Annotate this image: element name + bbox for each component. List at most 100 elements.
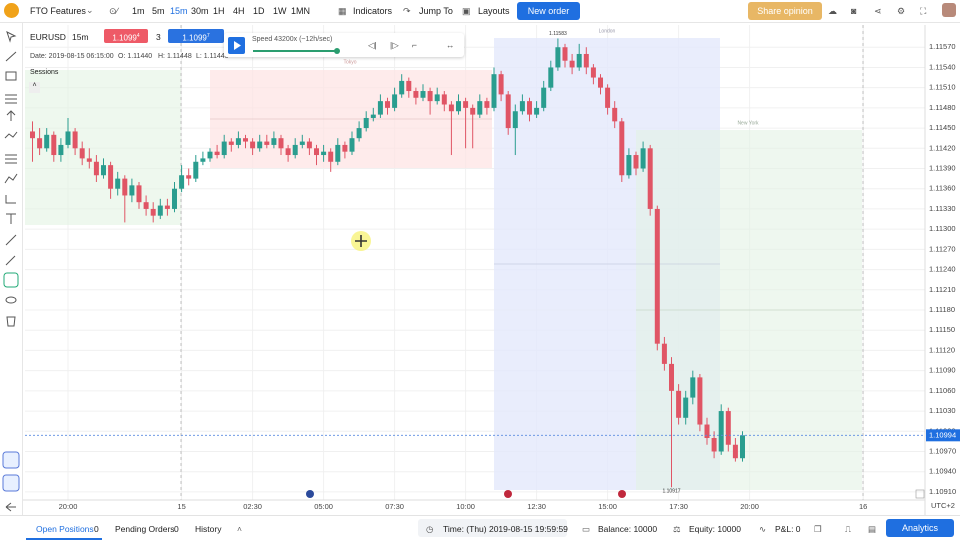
rect-tool[interactable] xyxy=(5,71,17,81)
x-tick-label: 16 xyxy=(859,502,867,511)
candle-body xyxy=(612,107,618,122)
candle-body xyxy=(250,141,256,149)
share-button[interactable]: Share opinion xyxy=(748,2,822,20)
symbol[interactable]: EURUSD xyxy=(30,32,66,42)
step-forward-icon[interactable]: |▷ xyxy=(390,40,399,50)
speed-slider[interactable] xyxy=(253,50,337,52)
fib-tool[interactable] xyxy=(5,94,17,104)
candle-body xyxy=(58,144,64,156)
pen-tool[interactable] xyxy=(5,255,16,266)
project-title[interactable]: FTO Features xyxy=(30,6,86,16)
slider-handle[interactable] xyxy=(334,48,340,54)
copy-icon[interactable]: ❐ xyxy=(814,524,822,534)
candle-body xyxy=(619,121,625,176)
text-tool[interactable] xyxy=(6,213,16,224)
drawing-toolbar xyxy=(0,23,23,515)
step-back-icon[interactable]: ◁| xyxy=(368,40,377,50)
candle-body xyxy=(654,208,660,344)
brush-tool[interactable] xyxy=(5,234,17,246)
open-positions-count: 0 xyxy=(94,524,99,534)
analytics-button[interactable]: Analytics xyxy=(886,519,954,537)
timeframe-button[interactable]: 15m xyxy=(170,6,188,16)
lot-size[interactable]: 3 xyxy=(156,32,161,42)
history-tab[interactable]: History xyxy=(195,524,222,534)
pending-orders-tab[interactable]: Pending Orders xyxy=(115,524,175,534)
share-icon[interactable]: ⋖ xyxy=(874,6,882,16)
x-tick-label: 02:30 xyxy=(243,502,262,511)
timeframe-button[interactable]: 1m xyxy=(132,6,145,16)
timeframe-button[interactable]: 1D xyxy=(253,6,265,16)
cursor-tool[interactable] xyxy=(6,31,17,43)
chart-timeframe[interactable]: 15m xyxy=(72,32,89,42)
collapse-button[interactable]: ˄ xyxy=(29,82,40,93)
settings-icon[interactable]: ⚙ xyxy=(897,6,906,16)
candle-body xyxy=(598,77,603,88)
candle-body xyxy=(527,101,532,115)
indicators-icon[interactable]: ▦ xyxy=(338,6,347,16)
clock-icon: ◷ xyxy=(426,524,434,534)
timeframe-button[interactable]: 1MN xyxy=(291,6,311,16)
wave-tool[interactable] xyxy=(4,173,18,184)
lock-icon[interactable]: ⎍ xyxy=(845,524,851,534)
candle-body xyxy=(732,444,738,459)
candle-body xyxy=(349,138,355,152)
timeframe-button[interactable]: 4H xyxy=(233,6,245,16)
magnet-tool[interactable] xyxy=(3,272,19,288)
candle-body xyxy=(725,411,731,445)
fit-icon[interactable] xyxy=(915,489,925,499)
avatar[interactable] xyxy=(942,3,956,17)
candle-body xyxy=(292,144,298,156)
close-icon[interactable]: ↔ xyxy=(446,40,455,50)
logo[interactable] xyxy=(4,3,19,18)
play-button[interactable] xyxy=(228,37,245,54)
layouts-button[interactable]: Layouts xyxy=(478,6,510,16)
candle-body xyxy=(569,60,575,68)
arrow-tool[interactable] xyxy=(6,110,16,121)
candle-body xyxy=(519,101,525,112)
notes-icon[interactable]: ▤ xyxy=(868,524,877,534)
layouts-icon[interactable]: ▣ xyxy=(462,6,471,16)
pattern-tool[interactable] xyxy=(4,131,18,139)
indicators-button[interactable]: Indicators xyxy=(353,6,393,16)
cloud-icon[interactable]: ☁ xyxy=(828,6,837,16)
candle-body xyxy=(406,80,412,92)
back-tool[interactable] xyxy=(5,502,16,512)
y-tick-label: 1.11180 xyxy=(929,305,955,314)
camera-icon[interactable]: ◙ xyxy=(851,6,857,16)
favorites-tool[interactable] xyxy=(2,451,20,469)
fullscreen-icon[interactable]: ⛶ xyxy=(920,6,927,16)
low-label: 1.10917 xyxy=(662,489,680,495)
open-positions-tab[interactable]: Open Positions xyxy=(36,524,94,534)
timeframe-button[interactable]: 5m xyxy=(152,6,165,16)
candle-body xyxy=(647,148,653,209)
buy-box[interactable]: 1.10997 xyxy=(168,29,224,43)
balance-icon: ▭ xyxy=(582,524,591,534)
play-icon xyxy=(234,41,241,50)
candle-body xyxy=(491,74,497,108)
sell-box[interactable]: 1.10994 xyxy=(104,29,148,43)
visibility-tool[interactable] xyxy=(5,296,17,304)
candle-body xyxy=(541,87,547,108)
timeframe-button[interactable]: 1W xyxy=(273,6,287,16)
replay-icon[interactable]: ⊙∕ xyxy=(109,6,119,16)
timeframe-button[interactable]: 30m xyxy=(191,6,209,16)
new-order-button[interactable]: New order xyxy=(517,2,580,20)
link-tool[interactable] xyxy=(2,474,20,492)
low-info: L: 1.11440 xyxy=(196,53,229,60)
candle-body xyxy=(143,202,149,209)
session-label: New York xyxy=(737,120,759,126)
y-tick-label: 1.11060 xyxy=(929,386,956,395)
delete-tool[interactable] xyxy=(6,316,16,327)
line-tool[interactable] xyxy=(5,51,17,62)
jump-icon[interactable]: ⌐ xyxy=(412,40,417,50)
candle-body xyxy=(164,205,170,209)
candle-body xyxy=(172,188,177,209)
jump-icon[interactable]: ↷ xyxy=(403,6,411,16)
timeframe-button[interactable]: 1H xyxy=(213,6,225,16)
measure-tool[interactable] xyxy=(5,195,16,204)
dropdown-arrow[interactable]: ⌄ xyxy=(86,5,94,15)
channel-tool[interactable] xyxy=(5,154,17,164)
jump-to-button[interactable]: Jump To xyxy=(419,6,453,16)
y-tick-label: 1.11540 xyxy=(929,62,956,71)
expand-icon[interactable]: ˄ xyxy=(237,524,242,534)
